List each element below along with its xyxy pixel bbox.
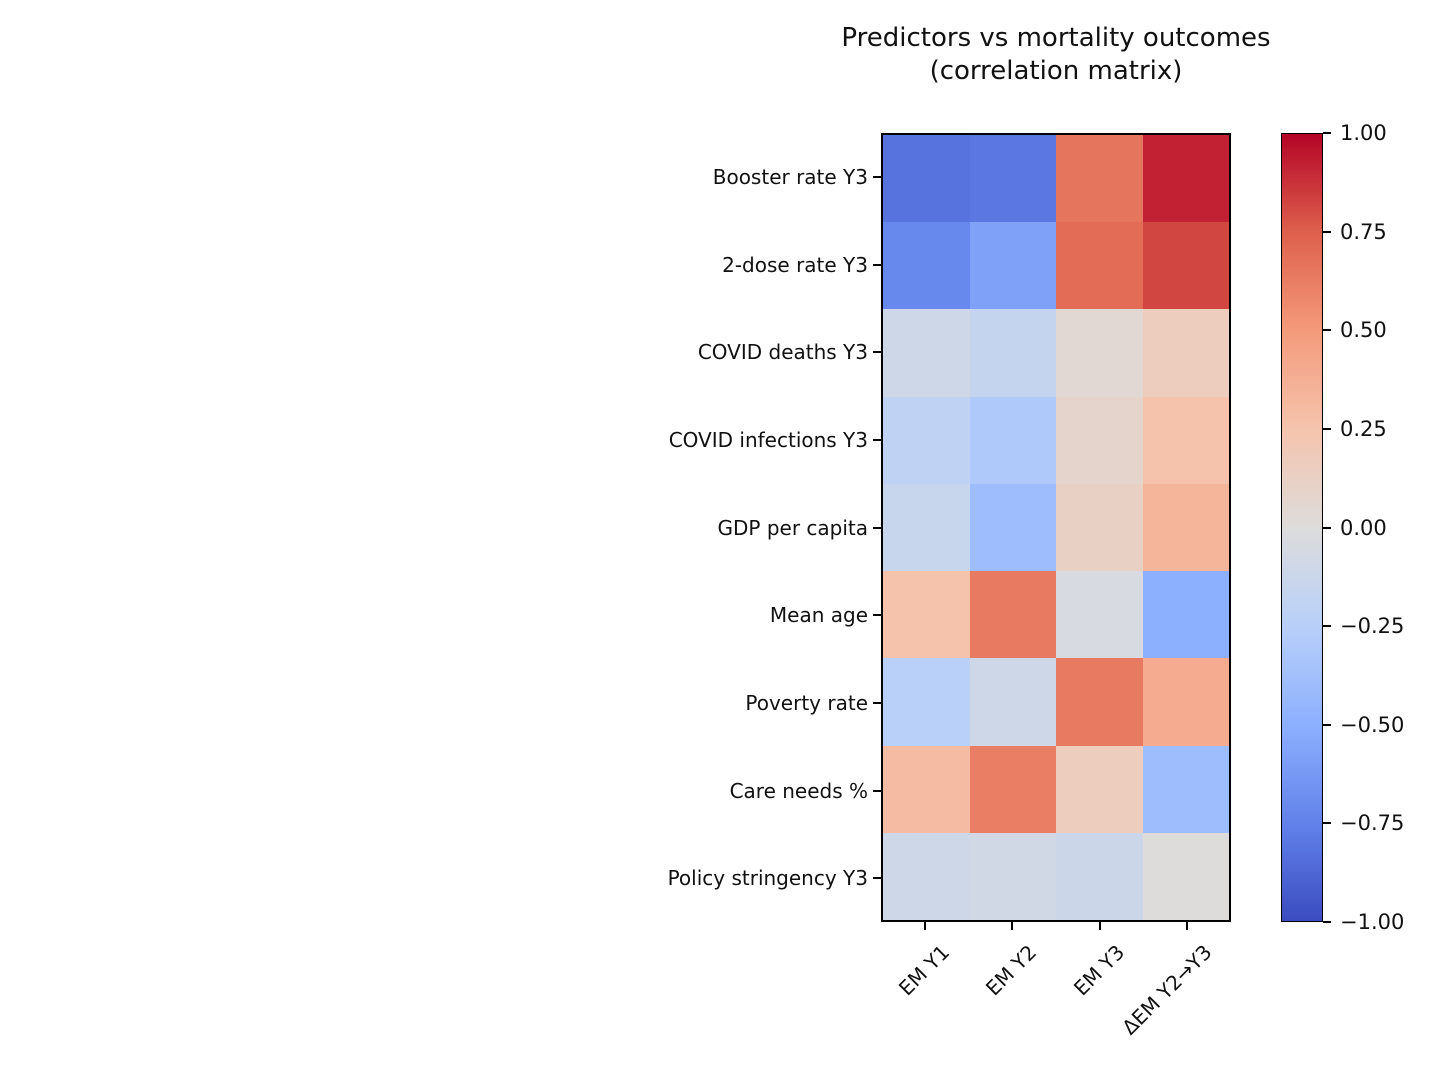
chart-title-line1: Predictors vs mortality outcomes: [841, 23, 1271, 53]
heatmap-cell: [969, 135, 1056, 223]
heatmap-cell: [969, 222, 1056, 310]
heatmap-cell: [1056, 309, 1143, 397]
row-label: COVID infections Y3: [668, 427, 868, 452]
x-tick: [1098, 922, 1101, 930]
heatmap-cell: [1056, 135, 1143, 223]
colorbar-tick-label: 0.25: [1340, 416, 1387, 441]
colorbar-tick-label: 0.75: [1340, 219, 1387, 244]
heatmap-cell: [883, 832, 970, 920]
heatmap-cell: [1142, 309, 1229, 397]
y-tick: [873, 263, 881, 266]
heatmap-cell: [1056, 658, 1143, 746]
heatmap-cell: [883, 571, 970, 659]
col-label: EM Y2: [980, 940, 1042, 1001]
colorbar-tick: [1323, 329, 1331, 332]
y-tick: [873, 789, 881, 792]
heatmap-cell: [883, 135, 970, 223]
y-tick: [873, 526, 881, 529]
heatmap-cell: [1056, 832, 1143, 920]
heatmap-cell: [883, 658, 970, 746]
colorbar-tick-label: −1.00: [1340, 910, 1405, 934]
heatmap-cell: [883, 483, 970, 572]
heatmap-cell: [1056, 222, 1143, 310]
heatmap-cell: [969, 396, 1056, 484]
chart-title-line2: (correlation matrix): [929, 56, 1183, 87]
heatmap-cell: [969, 658, 1056, 746]
heatmap-cell: [1056, 745, 1143, 833]
heatmap-cell: [969, 571, 1056, 659]
heatmap-cell: [1142, 396, 1229, 484]
row-label: GDP per capita: [717, 515, 869, 540]
heatmap-cell: [1142, 571, 1229, 659]
y-tick: [873, 351, 881, 354]
row-label: Policy stringency Y3: [667, 866, 868, 891]
heatmap-cell: [883, 222, 970, 310]
heatmap-cell: [1142, 745, 1229, 833]
y-tick: [873, 701, 881, 704]
colorbar-tick: [1323, 230, 1331, 233]
heatmap-cell: [1056, 396, 1143, 484]
heatmap-cell: [969, 745, 1056, 833]
colorbar-tick: [1323, 921, 1331, 923]
heatmap-cell: [1142, 832, 1229, 920]
heatmap-cell: [969, 832, 1056, 920]
colorbar-tick-label: −0.75: [1340, 811, 1405, 836]
colorbar-tick: [1323, 427, 1331, 430]
row-label: 2-dose rate Y3: [722, 252, 868, 277]
colorbar-tick-label: −0.50: [1340, 712, 1405, 737]
chart-title: Predictors vs mortality outcomes (correl…: [706, 22, 1406, 89]
colorbar-tick-label: 0.00: [1340, 515, 1387, 540]
heatmap-cell: [1056, 571, 1143, 659]
heatmap-cell: [883, 745, 970, 833]
y-tick: [873, 614, 881, 617]
col-label: ΔEM Y2→Y3: [1116, 940, 1217, 1040]
row-label: Mean age: [769, 603, 868, 628]
x-tick: [1011, 922, 1014, 930]
y-tick: [873, 877, 881, 880]
colorbar: [1281, 133, 1323, 922]
row-label: Poverty rate: [745, 690, 868, 715]
colorbar-tick: [1323, 822, 1331, 825]
heatmap-cell: [883, 309, 970, 397]
colorbar-tick: [1323, 723, 1331, 726]
x-tick: [923, 922, 926, 930]
heatmap-cell: [1056, 483, 1143, 572]
heatmap-cell: [969, 309, 1056, 397]
row-label: COVID deaths Y3: [697, 340, 868, 365]
colorbar-tick: [1323, 526, 1331, 529]
row-label: Care needs %: [729, 778, 868, 803]
y-tick: [873, 175, 881, 178]
heatmap-cell: [1142, 222, 1229, 310]
x-tick: [1186, 922, 1189, 930]
colorbar-tick: [1323, 625, 1331, 628]
col-label: EM Y1: [893, 940, 954, 1001]
heatmap-cell: [969, 483, 1056, 572]
colorbar-tick: [1323, 132, 1331, 134]
heatmap-cell: [1142, 483, 1229, 572]
heatmap: [881, 133, 1231, 922]
heatmap-cell: [1142, 135, 1229, 223]
col-label: EM Y3: [1068, 940, 1129, 1001]
y-tick: [873, 438, 881, 441]
heatmap-cell: [1142, 658, 1229, 746]
heatmap-cell: [883, 396, 970, 484]
colorbar-tick-label: 0.50: [1340, 318, 1387, 343]
colorbar-tick-label: −0.25: [1340, 614, 1405, 639]
row-label: Booster rate Y3: [712, 164, 868, 189]
colorbar-tick-label: 1.00: [1340, 121, 1387, 145]
